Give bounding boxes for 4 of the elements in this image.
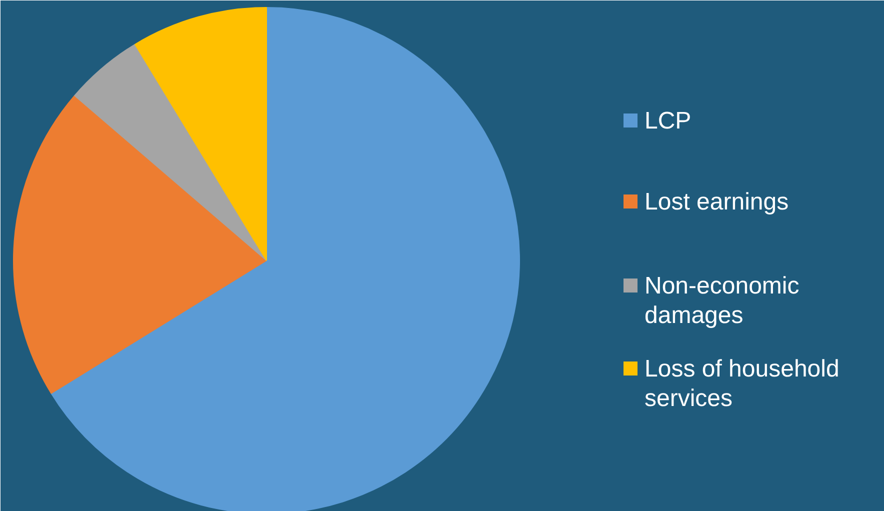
legend-label: Non-economic damages [644,272,800,330]
legend-label: LCP [644,108,692,134]
legend-label: Loss of household services [644,356,840,412]
legend-label: Lost earnings [644,188,789,216]
